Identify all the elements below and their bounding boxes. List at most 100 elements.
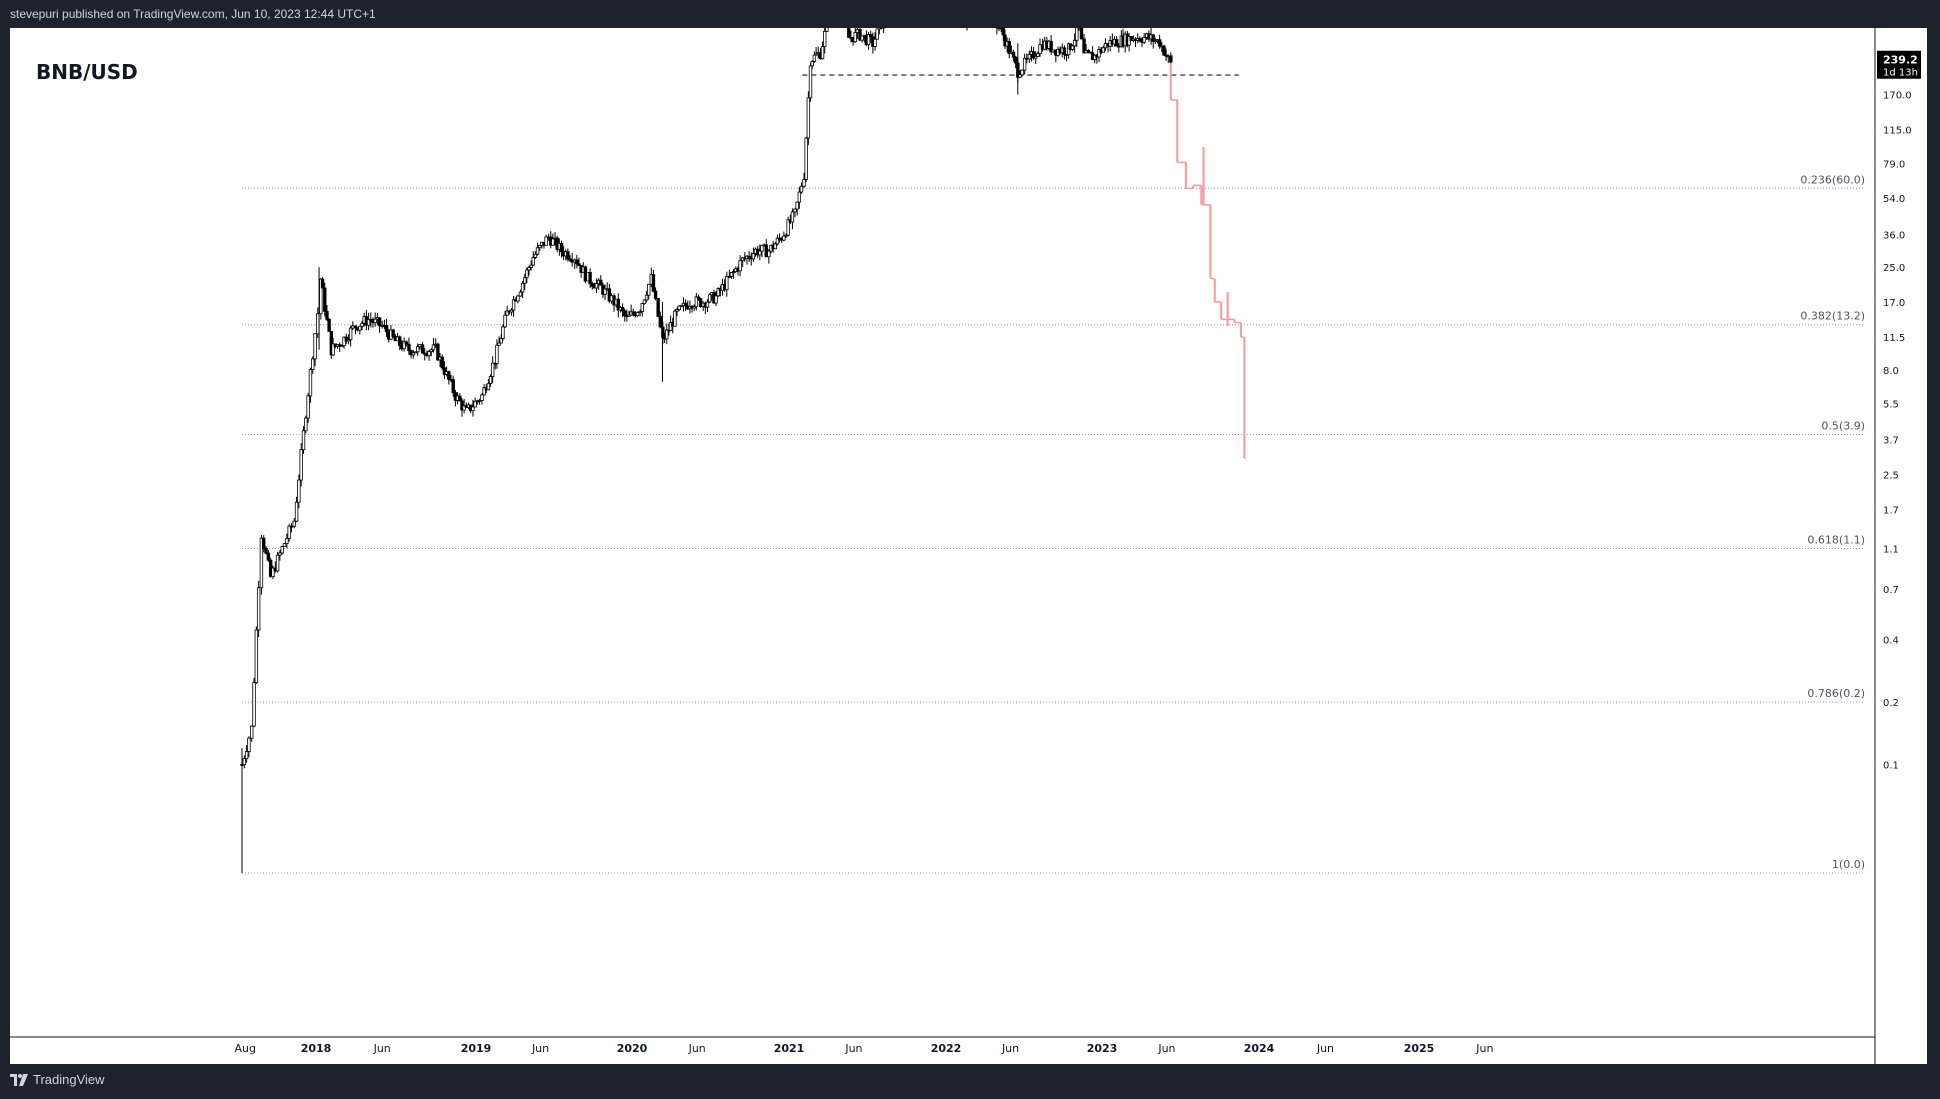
candle	[1075, 28, 1079, 41]
candle	[431, 344, 436, 351]
candle	[262, 537, 266, 549]
candle	[533, 253, 538, 258]
candle	[280, 546, 284, 554]
candle	[594, 283, 599, 289]
candle	[823, 30, 827, 47]
candle	[1011, 51, 1016, 58]
candle	[577, 263, 581, 266]
brand[interactable]: TradingView	[10, 1072, 105, 1087]
candle	[518, 291, 523, 297]
candle	[325, 310, 329, 320]
candle	[344, 336, 348, 342]
time-tick-label: Jun	[373, 1042, 391, 1055]
price-tick-label: 0.4	[1883, 636, 1899, 647]
candle	[1020, 69, 1024, 76]
price-tick-label: 0.2	[1883, 698, 1899, 709]
candle	[1034, 56, 1038, 59]
candle	[244, 751, 249, 759]
candle	[1072, 39, 1077, 47]
candle	[673, 310, 677, 327]
fib-level-label: 0.618(1.1)	[1807, 534, 1865, 547]
candle	[294, 501, 299, 522]
candle	[1097, 48, 1101, 58]
candle	[306, 395, 310, 419]
candle	[331, 343, 335, 356]
candle	[1086, 49, 1091, 53]
publisher-text: stevepuri published on TradingView.com, …	[10, 7, 376, 21]
candle	[1101, 47, 1105, 53]
candle	[447, 371, 451, 380]
candle	[1082, 38, 1086, 54]
candle	[259, 537, 264, 589]
candle	[812, 54, 817, 62]
candle	[404, 341, 409, 345]
candle	[790, 211, 795, 223]
candle	[415, 346, 420, 353]
candle	[620, 307, 625, 312]
candle	[411, 352, 416, 356]
candle	[420, 344, 425, 354]
time-tick-label: 2021	[774, 1042, 805, 1055]
candle	[477, 400, 482, 402]
candle	[653, 290, 658, 299]
time-tick-label: Jun	[1475, 1042, 1493, 1055]
candle	[802, 178, 806, 187]
candle	[360, 323, 364, 327]
candle	[825, 28, 829, 32]
candle	[353, 325, 358, 329]
price-tick-label: 11.5	[1883, 333, 1905, 344]
candle	[607, 288, 612, 302]
current-price-timer: 1d 13h	[1883, 68, 1918, 79]
time-tick-label: Jun	[1316, 1042, 1334, 1055]
candle	[440, 356, 444, 369]
chart-canvas[interactable]: BNB/USD0(696.1)0.236(60.0)0.382(13.2)0.5…	[10, 28, 1927, 1064]
candle	[525, 269, 529, 279]
time-tick-label: Jun	[844, 1042, 862, 1055]
price-tick-label: 1.1	[1883, 545, 1899, 556]
candle	[786, 219, 790, 236]
candle	[271, 567, 275, 578]
candle	[482, 387, 486, 396]
candle	[767, 250, 771, 258]
candle	[575, 259, 579, 265]
candle	[427, 351, 431, 356]
candle	[795, 201, 799, 210]
candle	[252, 682, 256, 727]
candle	[297, 479, 301, 503]
candle	[1151, 34, 1155, 42]
candle	[529, 264, 533, 268]
candle	[642, 299, 647, 305]
candle	[760, 244, 764, 252]
candle	[877, 28, 882, 30]
candle	[407, 343, 411, 352]
candle	[520, 282, 525, 293]
candle	[1157, 39, 1162, 47]
candle	[616, 298, 621, 311]
time-tick-label: 2024	[1244, 1042, 1275, 1055]
candle	[782, 235, 786, 241]
candle	[566, 251, 570, 260]
candle	[292, 520, 296, 527]
candle	[551, 238, 555, 246]
time-tick-label: Jun	[531, 1042, 549, 1055]
candle	[627, 314, 631, 317]
price-tick-label: 2.5	[1883, 471, 1899, 482]
candle	[299, 449, 303, 481]
candle	[559, 242, 564, 253]
candle	[696, 296, 701, 300]
chart-title: BNB/USD	[36, 60, 138, 84]
candle	[1169, 55, 1173, 63]
time-tick-label: 2025	[1404, 1042, 1435, 1055]
candle	[509, 309, 514, 313]
candle	[1013, 56, 1018, 64]
candle	[640, 303, 644, 312]
candle	[497, 342, 501, 346]
candle	[1142, 37, 1146, 43]
time-tick-label: Jun	[1001, 1042, 1019, 1055]
price-tick-label: 115.0	[1883, 126, 1912, 137]
candle	[665, 329, 669, 340]
fib-level-label: 0.236(60.0)	[1800, 173, 1865, 186]
candle	[775, 237, 780, 245]
candle	[751, 253, 756, 260]
candle	[1022, 57, 1027, 71]
